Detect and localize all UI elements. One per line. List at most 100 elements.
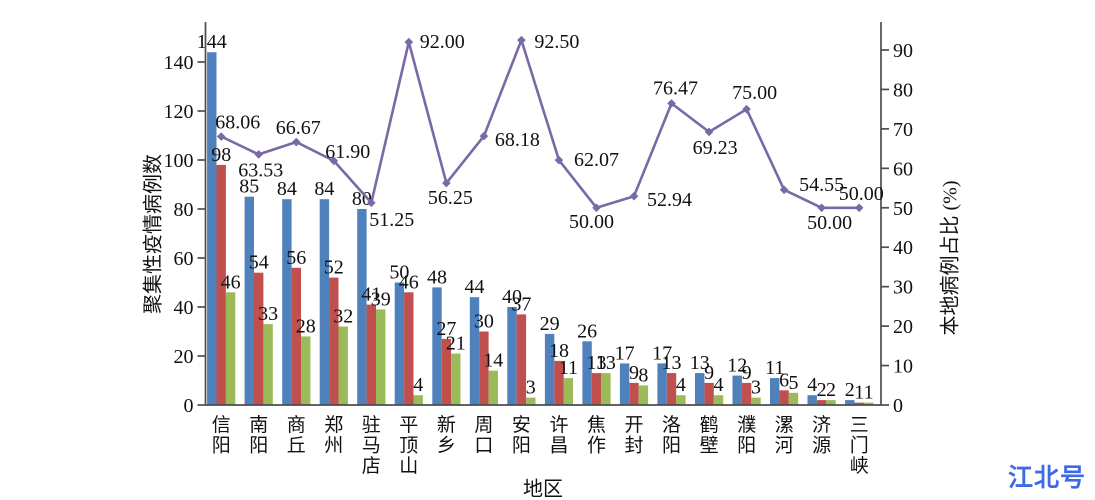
bar-value-label: 32: [333, 306, 353, 328]
line-marker: [254, 150, 264, 159]
bar: [619, 363, 630, 405]
percent-line: [220, 38, 860, 210]
left-tick-label: 40: [174, 297, 194, 319]
x-category-label: 新乡: [437, 414, 456, 457]
svg-text:郑: 郑: [324, 414, 343, 436]
bar: [207, 52, 217, 405]
bar-value-label: 4: [413, 374, 423, 396]
bar: [544, 333, 555, 405]
line-value-label: 50.00: [569, 211, 614, 233]
bar: [413, 395, 423, 405]
bar: [554, 360, 564, 405]
line-value-label: 92.50: [534, 31, 579, 53]
bar-value-label: 18: [549, 340, 569, 362]
svg-text:昌: 昌: [549, 436, 568, 457]
x-category-label: 焦作: [587, 414, 606, 457]
bar: [291, 267, 301, 405]
svg-text:马: 马: [362, 436, 381, 457]
left-tick-label: 20: [174, 346, 194, 368]
bar: [751, 397, 761, 405]
svg-text:新: 新: [437, 414, 456, 436]
bar-value-label: 41: [361, 284, 381, 306]
svg-text:济: 济: [812, 414, 831, 436]
svg-text:丘: 丘: [287, 435, 306, 457]
svg-text:封: 封: [624, 435, 643, 457]
bar-value-label: 9: [742, 362, 752, 384]
bar-value-label: 37: [511, 293, 531, 315]
x-category-label: 周口: [474, 415, 493, 457]
right-tick-label: 10: [893, 356, 913, 378]
bar: [591, 373, 602, 405]
line-value-label: 68.06: [215, 112, 260, 134]
bar: [507, 307, 517, 405]
bar-value-label: 46: [399, 271, 419, 293]
svg-text:源: 源: [812, 435, 831, 457]
bar: [254, 272, 264, 405]
bar-value-label: 13: [596, 352, 616, 374]
bar-value-label: 48: [427, 266, 447, 288]
bar-value-label: 3: [526, 377, 536, 399]
svg-text:许: 许: [549, 414, 568, 436]
left-tick-label: 0: [184, 395, 194, 417]
bar-value-label: 6: [779, 369, 789, 391]
left-tick-label: 60: [174, 248, 194, 270]
bar-value-label: 4: [807, 374, 817, 396]
bar-value-label: 4: [714, 374, 724, 396]
bar-value-label: 17: [615, 342, 635, 364]
bar-value-label: 11: [765, 357, 784, 379]
bar-value-label: 50: [389, 262, 409, 284]
bar-value-label: 33: [258, 303, 278, 325]
x-category-label: 安阳: [512, 414, 531, 457]
x-category-label: 济源: [812, 414, 831, 457]
bar: [319, 199, 330, 405]
bar-value-label: 52: [324, 257, 344, 279]
right-tick-label: 0: [893, 395, 903, 417]
svg-text:峡: 峡: [850, 455, 869, 477]
bar: [244, 196, 254, 405]
bar-value-label: 3: [751, 377, 761, 399]
x-category-label: 漯河: [775, 414, 794, 457]
x-category-label: 濮阳: [737, 414, 756, 457]
bar-value-label: 56: [286, 247, 306, 269]
x-category-label: 许昌: [549, 414, 568, 457]
bar: [666, 373, 677, 405]
svg-text:鹤: 鹤: [700, 414, 719, 436]
bar: [770, 378, 780, 405]
axes: [204, 22, 882, 406]
bar-value-label: 11: [559, 357, 578, 379]
bar-value-label: 27: [436, 318, 456, 340]
line-marker: [817, 203, 826, 213]
svg-text:周: 周: [474, 415, 493, 436]
left-tick-label: 120: [164, 101, 194, 123]
bar: [301, 336, 311, 405]
bar: [638, 385, 649, 405]
svg-text:乡: 乡: [437, 435, 456, 457]
x-category-label: 信阳: [212, 414, 231, 457]
line-value-label: 52.94: [647, 189, 692, 211]
bar-value-label: 98: [211, 144, 231, 166]
line-marker: [742, 104, 751, 114]
bar-value-label: 44: [465, 276, 485, 298]
x-category-label: 商丘: [287, 414, 306, 457]
bar: [526, 397, 536, 405]
line-value-label: 50.00: [839, 183, 884, 205]
right-tick-label: 60: [893, 158, 913, 180]
bar: [394, 282, 405, 405]
svg-text:阳: 阳: [737, 435, 756, 457]
x-category-label: 鹤壁: [700, 414, 719, 457]
bar-value-label: 144: [197, 31, 227, 53]
bar: [732, 375, 742, 405]
bar: [788, 392, 799, 406]
bar-value-label: 28: [296, 315, 316, 337]
bar: [845, 400, 855, 405]
bar-value-label: 13: [587, 352, 607, 374]
x-category-label: 驻马店: [362, 414, 381, 477]
line-value-label: 66.67: [276, 117, 321, 139]
svg-text:门: 门: [850, 435, 869, 457]
bar: [451, 353, 461, 405]
line-value-label: 62.07: [574, 149, 619, 171]
svg-text:商: 商: [287, 414, 306, 436]
bar: [854, 402, 864, 405]
line-marker: [629, 191, 639, 201]
